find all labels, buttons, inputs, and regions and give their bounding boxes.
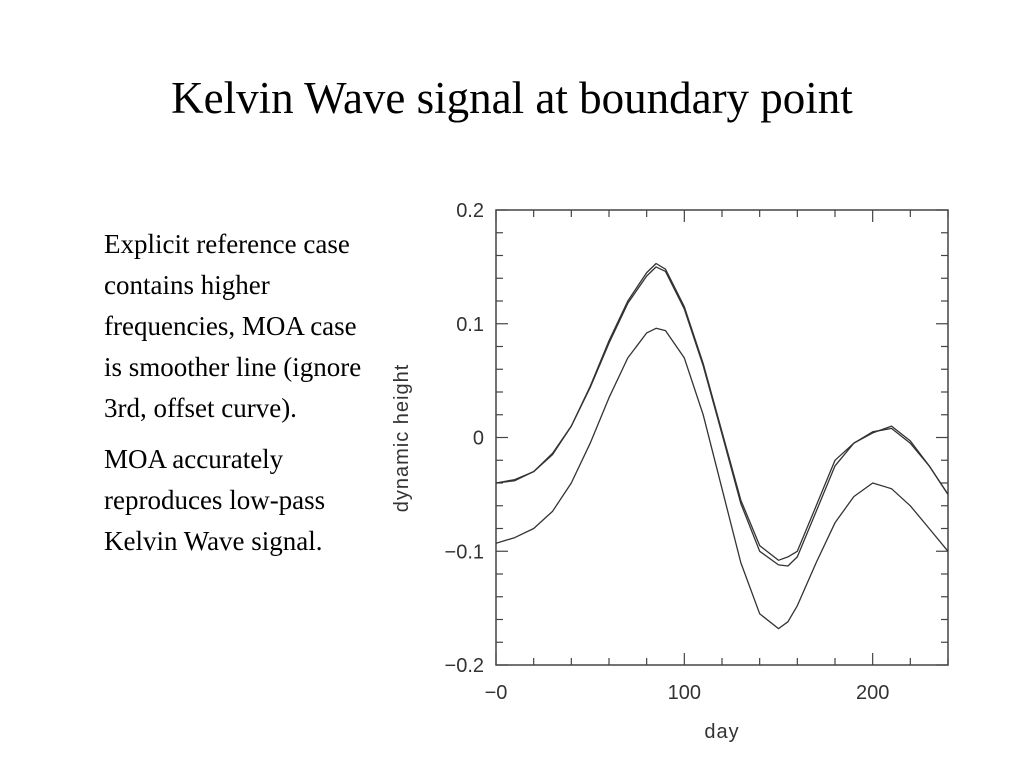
series-line-3 <box>496 327 948 630</box>
x-tick-label: 200 <box>856 682 889 704</box>
y-tick-label: 0 <box>473 428 484 450</box>
minor-ticks <box>495 209 949 666</box>
x-tick-label: 100 <box>668 682 701 704</box>
x-tick-label: −0 <box>485 682 508 704</box>
bullet-paragraph-1: Explicit reference case contains higher … <box>104 229 362 423</box>
bullet-list: Explicit reference case contains higher … <box>104 224 366 572</box>
dynamic-height-chart: 0.2 0.1 0 −0.1 −0.2 −0 100 200 day dynamic hei… <box>391 200 949 743</box>
y-tick-label: 0.2 <box>456 200 484 222</box>
series-lines <box>496 262 948 630</box>
y-tick-labels: 0.2 0.1 0 −0.1 −0.2 <box>445 200 484 677</box>
y-tick-label: −0.2 <box>445 655 484 677</box>
y-axis-title: dynamic height <box>391 364 413 513</box>
series-line-1 <box>496 262 948 561</box>
y-tick-label: −0.1 <box>445 541 484 563</box>
x-axis-title: day <box>704 721 739 743</box>
series-line-2 <box>496 266 948 567</box>
x-tick-labels: −0 100 200 <box>485 682 890 704</box>
slide-title: Kelvin Wave signal at boundary point <box>171 73 853 123</box>
bullet-paragraph-2: MOA accurately reproduces low-pass Kelvi… <box>104 444 326 556</box>
y-tick-label: 0.1 <box>456 314 484 336</box>
